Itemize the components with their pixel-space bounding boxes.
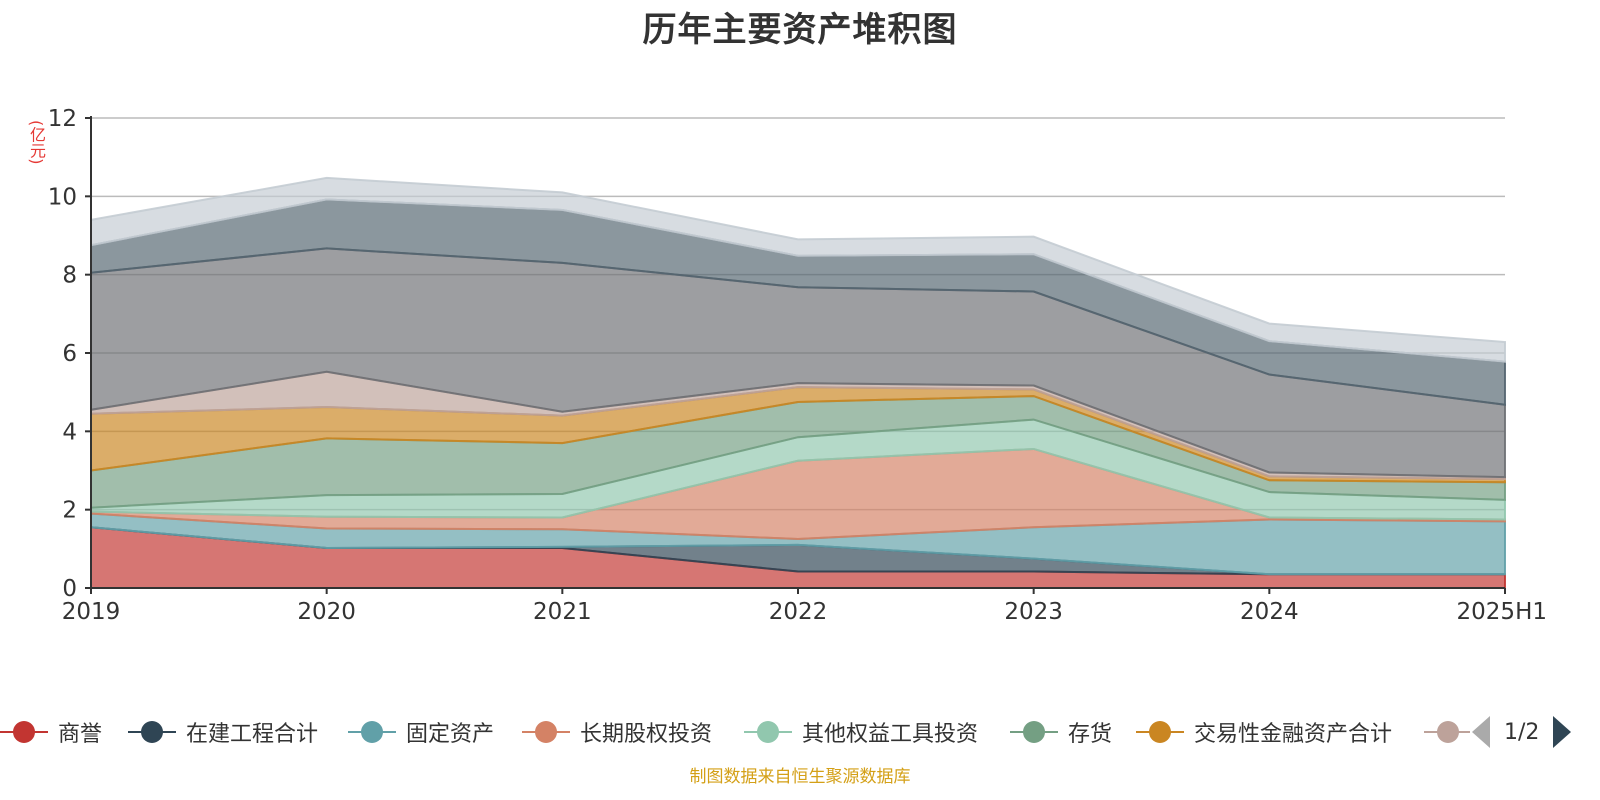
legend-label: 交易性金融资产合计 bbox=[1194, 722, 1393, 747]
legend-marker-icon bbox=[1424, 720, 1472, 744]
x-tick-label: 2020 bbox=[297, 599, 356, 625]
legend-item-5[interactable]: 其他权益工具投资 bbox=[744, 712, 978, 752]
legend: 商誉 在建工程合计 固定资产 长期股权投资 其他权益工具投资 存货 交易性金融资产合计 bbox=[0, 712, 1600, 752]
legend-next-page-icon[interactable] bbox=[1553, 716, 1572, 748]
x-tick-label: 2021 bbox=[533, 599, 592, 625]
y-tick-label: 4 bbox=[62, 419, 77, 445]
legend-page-indicator: 1/2 bbox=[1504, 719, 1540, 745]
legend-label: 其他权益工具投资 bbox=[802, 722, 979, 747]
y-tick-label: 0 bbox=[62, 576, 77, 602]
legend-marker-icon bbox=[744, 720, 792, 744]
y-tick-label: 12 bbox=[48, 106, 77, 132]
legend-item-8[interactable] bbox=[1424, 712, 1482, 752]
y-axis-unit-label: (亿元) bbox=[27, 120, 46, 165]
legend-marker-icon bbox=[0, 720, 48, 744]
axes: 0 2 4 6 8 10 12 2019 2020 2021 2022 2023 2024 2025H1 bbox=[48, 106, 1547, 625]
data-source-note: 制图数据来自恒生聚源数据库 bbox=[689, 767, 911, 787]
legend-label: 长期股权投资 bbox=[580, 722, 713, 747]
legend-label: 商誉 bbox=[58, 722, 103, 747]
y-tick-label: 2 bbox=[62, 498, 77, 524]
legend-item-6[interactable]: 存货 bbox=[1010, 712, 1112, 752]
legend-item-2[interactable]: 在建工程合计 bbox=[128, 712, 318, 752]
x-tick-label: 2025H1 bbox=[1457, 599, 1547, 625]
y-tick-label: 6 bbox=[62, 341, 77, 367]
legend-pager: 1/2 bbox=[1470, 712, 1600, 752]
legend-label: 在建工程合计 bbox=[186, 722, 319, 747]
x-tick-label: 2022 bbox=[769, 599, 828, 625]
legend-item-7[interactable]: 交易性金融资产合计 bbox=[1136, 712, 1392, 752]
legend-marker-icon bbox=[1010, 720, 1058, 744]
legend-label: 存货 bbox=[1068, 722, 1113, 747]
x-tick-label: 2024 bbox=[1240, 599, 1299, 625]
y-tick-label: 10 bbox=[48, 184, 77, 210]
area-series bbox=[90, 176, 1506, 589]
legend-marker-icon bbox=[522, 720, 570, 744]
area-series-11[interactable] bbox=[90, 176, 1506, 363]
legend-item-3[interactable]: 固定资产 bbox=[348, 712, 494, 752]
legend-item-1[interactable]: 商誉 bbox=[0, 712, 102, 752]
x-tick-label: 2019 bbox=[62, 599, 121, 625]
x-tick-label: 2023 bbox=[1004, 599, 1063, 625]
legend-item-4[interactable]: 长期股权投资 bbox=[522, 712, 712, 752]
stacked-area-chart: 0 2 4 6 8 10 12 2019 2020 2021 2022 2023 2024 2025H1 bbox=[48, 106, 1547, 625]
legend-marker-icon bbox=[348, 720, 396, 744]
legend-label: 固定资产 bbox=[406, 722, 495, 747]
legend-marker-icon bbox=[1136, 720, 1184, 744]
legend-prev-page-icon[interactable] bbox=[1472, 716, 1490, 748]
chart-title: 历年主要资产堆积图 bbox=[642, 10, 958, 50]
legend-marker-icon bbox=[128, 720, 176, 744]
y-tick-label: 8 bbox=[62, 263, 77, 289]
